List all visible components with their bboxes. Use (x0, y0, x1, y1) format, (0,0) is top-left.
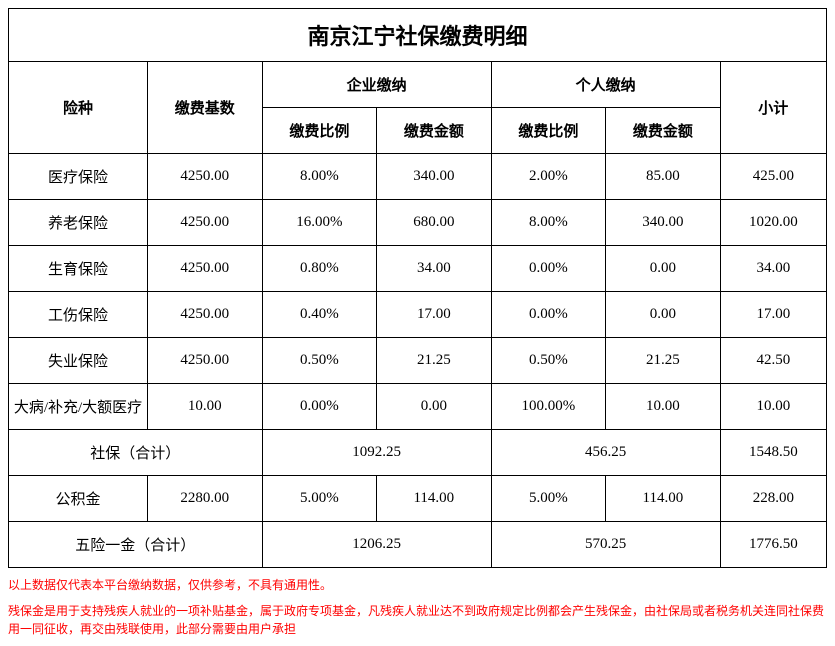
cell-type: 失业保险 (9, 338, 148, 384)
cell-c-amount: 34.00 (377, 246, 492, 292)
cell-c-amount: 340.00 (377, 154, 492, 200)
fund-subtotal: 228.00 (720, 476, 826, 522)
table-row: 工伤保险 4250.00 0.40% 17.00 0.00% 0.00 17.0… (9, 292, 827, 338)
cell-base: 4250.00 (148, 154, 263, 200)
social-total-row: 社保（合计） 1092.25 456.25 1548.50 (9, 430, 827, 476)
cell-c-amount: 680.00 (377, 200, 492, 246)
cell-base: 4250.00 (148, 338, 263, 384)
header-base: 缴费基数 (148, 62, 263, 154)
footnote-2: 残保金是用于支持残疾人就业的一项补贴基金，属于政府专项基金，凡残疾人就业达不到政… (8, 602, 827, 638)
cell-type: 养老保险 (9, 200, 148, 246)
social-total-company: 1092.25 (262, 430, 491, 476)
social-total-label: 社保（合计） (9, 430, 263, 476)
cell-type: 大病/补充/大额医疗 (9, 384, 148, 430)
header-company-amount: 缴费金额 (377, 108, 492, 154)
table-row: 医疗保险 4250.00 8.00% 340.00 2.00% 85.00 42… (9, 154, 827, 200)
grand-total-company: 1206.25 (262, 522, 491, 568)
cell-p-amount: 340.00 (606, 200, 721, 246)
header-company-ratio: 缴费比例 (262, 108, 377, 154)
cell-subtotal: 425.00 (720, 154, 826, 200)
cell-p-amount: 0.00 (606, 246, 721, 292)
cell-subtotal: 10.00 (720, 384, 826, 430)
fund-p-ratio: 5.00% (491, 476, 606, 522)
social-total-personal: 456.25 (491, 430, 720, 476)
cell-c-ratio: 16.00% (262, 200, 377, 246)
cell-p-amount: 21.25 (606, 338, 721, 384)
cell-c-ratio: 0.50% (262, 338, 377, 384)
grand-total-personal: 570.25 (491, 522, 720, 568)
cell-c-ratio: 0.40% (262, 292, 377, 338)
table-title: 南京江宁社保缴费明细 (9, 9, 827, 62)
cell-subtotal: 1020.00 (720, 200, 826, 246)
social-insurance-table: 南京江宁社保缴费明细 险种 缴费基数 企业缴纳 个人缴纳 小计 缴费比例 缴费金… (8, 8, 827, 568)
cell-base: 10.00 (148, 384, 263, 430)
cell-subtotal: 34.00 (720, 246, 826, 292)
cell-c-ratio: 8.00% (262, 154, 377, 200)
fund-c-amount: 114.00 (377, 476, 492, 522)
table-row: 大病/补充/大额医疗 10.00 0.00% 0.00 100.00% 10.0… (9, 384, 827, 430)
cell-base: 4250.00 (148, 246, 263, 292)
header-subtotal: 小计 (720, 62, 826, 154)
fund-p-amount: 114.00 (606, 476, 721, 522)
table-row: 失业保险 4250.00 0.50% 21.25 0.50% 21.25 42.… (9, 338, 827, 384)
fund-row: 公积金 2280.00 5.00% 114.00 5.00% 114.00 22… (9, 476, 827, 522)
cell-type: 工伤保险 (9, 292, 148, 338)
cell-subtotal: 17.00 (720, 292, 826, 338)
cell-c-amount: 0.00 (377, 384, 492, 430)
cell-p-ratio: 100.00% (491, 384, 606, 430)
header-personal-ratio: 缴费比例 (491, 108, 606, 154)
header-insurance-type: 险种 (9, 62, 148, 154)
fund-label: 公积金 (9, 476, 148, 522)
footnote-1: 以上数据仅代表本平台缴纳数据，仅供参考，不具有通用性。 (8, 576, 827, 594)
header-personal-amount: 缴费金额 (606, 108, 721, 154)
social-total-subtotal: 1548.50 (720, 430, 826, 476)
cell-base: 4250.00 (148, 200, 263, 246)
cell-type: 生育保险 (9, 246, 148, 292)
table-row: 养老保险 4250.00 16.00% 680.00 8.00% 340.00 … (9, 200, 827, 246)
grand-total-label: 五险一金（合计） (9, 522, 263, 568)
cell-base: 4250.00 (148, 292, 263, 338)
cell-c-amount: 21.25 (377, 338, 492, 384)
cell-p-amount: 10.00 (606, 384, 721, 430)
cell-p-amount: 85.00 (606, 154, 721, 200)
cell-p-amount: 0.00 (606, 292, 721, 338)
cell-type: 医疗保险 (9, 154, 148, 200)
cell-c-amount: 17.00 (377, 292, 492, 338)
cell-p-ratio: 2.00% (491, 154, 606, 200)
cell-p-ratio: 0.00% (491, 246, 606, 292)
cell-c-ratio: 0.80% (262, 246, 377, 292)
header-company: 企业缴纳 (262, 62, 491, 108)
cell-p-ratio: 0.00% (491, 292, 606, 338)
cell-p-ratio: 0.50% (491, 338, 606, 384)
fund-base: 2280.00 (148, 476, 263, 522)
grand-total-subtotal: 1776.50 (720, 522, 826, 568)
header-personal: 个人缴纳 (491, 62, 720, 108)
fund-c-ratio: 5.00% (262, 476, 377, 522)
table-row: 生育保险 4250.00 0.80% 34.00 0.00% 0.00 34.0… (9, 246, 827, 292)
grand-total-row: 五险一金（合计） 1206.25 570.25 1776.50 (9, 522, 827, 568)
cell-c-ratio: 0.00% (262, 384, 377, 430)
cell-p-ratio: 8.00% (491, 200, 606, 246)
cell-subtotal: 42.50 (720, 338, 826, 384)
